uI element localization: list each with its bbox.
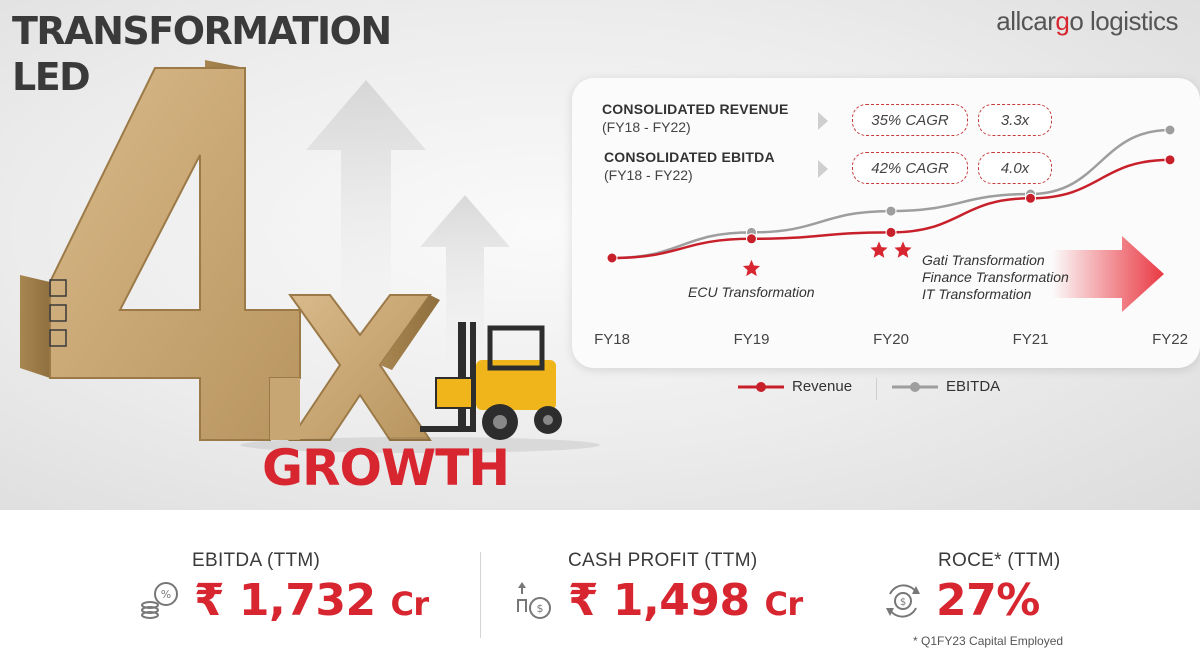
- growth-tagline: GROWTH: [262, 439, 510, 497]
- ebitda-point-fy22: [1164, 124, 1176, 136]
- svg-text:%: %: [161, 588, 171, 601]
- brand-logo: allcargo logistics: [996, 6, 1178, 36]
- x-tick-label-fy21: FY21: [1013, 331, 1049, 348]
- kpi-roce: ROCE* (TTM) $ 27%: [860, 510, 1200, 660]
- revenue-metric-label: CONSOLIDATED REVENUE: [602, 101, 789, 117]
- page-title: TRANSFORMATION LED: [12, 8, 392, 100]
- cardboard-4x-illustration: [20, 60, 600, 453]
- kpi-value: 27%: [936, 575, 1040, 626]
- forklift-icon: [420, 322, 562, 440]
- transformation-star-icon: [894, 241, 912, 258]
- kpi-value: ₹ 1,498 Cr: [568, 575, 803, 626]
- revenue-multiple-pill: 3.3x: [978, 104, 1052, 136]
- play-arrow-icon: [818, 112, 828, 130]
- legend-revenue: Revenue: [738, 378, 852, 395]
- gati-transformation-note: Gati Transformation: [922, 252, 1045, 268]
- kpi-cash-profit: CASH PROFIT (TTM) $ ₹ 1,498 Cr: [480, 510, 860, 660]
- ebitda-point-fy20: [885, 205, 897, 217]
- revenue-line-marker-icon: [738, 381, 784, 392]
- x-tick-label-fy19: FY19: [734, 331, 770, 348]
- revenue-cagr-pill: 35% CAGR: [852, 104, 968, 136]
- kpi-label: ROCE* (TTM): [938, 550, 1061, 571]
- fragile-label-icon: [49, 279, 67, 347]
- revenue-metric-row: CONSOLIDATED REVENUE (FY18 - FY22) 35% C…: [572, 100, 1200, 140]
- finance-transformation-note: Finance Transformation: [922, 269, 1069, 285]
- play-arrow-icon: [818, 160, 828, 178]
- revenue-point-fy19: [746, 233, 757, 245]
- ebitda-line-marker-icon: [892, 381, 938, 392]
- ebitda-metric-label: CONSOLIDATED EBITDA: [604, 149, 775, 165]
- revenue-point-fy22: [1164, 154, 1176, 166]
- revenue-metric-period: (FY18 - FY22): [602, 119, 691, 135]
- hero-section: TRANSFORMATION LED allcargo logistics: [0, 0, 1200, 510]
- background-up-arrow-icon: [420, 195, 510, 375]
- revenue-point-fy20: [885, 226, 897, 238]
- revenue-point-fy21: [1025, 192, 1036, 204]
- kpi-divider: [480, 552, 481, 638]
- svg-text:$: $: [900, 597, 906, 608]
- dollar-cycle-icon: $: [886, 584, 920, 618]
- transformation-arrow-icon: [1052, 236, 1164, 312]
- background-up-arrow-icon: [306, 80, 426, 330]
- transformation-star-icon: [742, 259, 761, 277]
- legend-ebitda: EBITDA: [892, 378, 1000, 395]
- ebitda-metric-row: CONSOLIDATED EBITDA (FY18 - FY22) 42% CA…: [572, 148, 1200, 188]
- ecu-transformation-note: ECU Transformation: [688, 284, 815, 300]
- coins-percent-icon: %: [141, 582, 178, 619]
- kpi-ebitda: EBITDA (TTM) % ₹ 1,732 Cr: [0, 510, 480, 660]
- revenue-point-fy18: [606, 252, 618, 264]
- x-tick-label-fy18: FY18: [594, 331, 630, 348]
- ebitda-cagr-pill: 42% CAGR: [852, 152, 968, 184]
- transformation-star-icon: [870, 241, 888, 258]
- kpi-strip: EBITDA (TTM) % ₹ 1,732 Cr CASH PROFIT (T…: [0, 510, 1200, 660]
- revenue-ebitda-line-chart: FY18 FY19 FY20 FY21 FY22: [594, 124, 1188, 348]
- ebitda-metric-period: (FY18 - FY22): [604, 167, 693, 183]
- title-line-2: LED: [12, 55, 91, 99]
- kpi-label: CASH PROFIT (TTM): [568, 550, 758, 571]
- title-line-1: TRANSFORMATION: [12, 9, 392, 53]
- cash-growth-icon: $: [517, 582, 551, 619]
- x-tick-label-fy22: FY22: [1152, 331, 1188, 348]
- legend-divider: [876, 378, 877, 400]
- it-transformation-note: IT Transformation: [922, 286, 1032, 302]
- chart-legend: Revenue EBITDA: [738, 378, 1038, 400]
- ebitda-multiple-pill: 4.0x: [978, 152, 1052, 184]
- kpi-label: EBITDA (TTM): [192, 550, 321, 571]
- growth-chart-card: FY18 FY19 FY20 FY21 FY22 CONSOLIDATED REVENU…: [572, 78, 1200, 368]
- footnote: * Q1FY23 Capital Employed: [913, 634, 1064, 648]
- kpi-value: ₹ 1,732 Cr: [194, 575, 429, 626]
- x-tick-label-fy20: FY20: [873, 331, 909, 348]
- svg-text:$: $: [537, 602, 544, 615]
